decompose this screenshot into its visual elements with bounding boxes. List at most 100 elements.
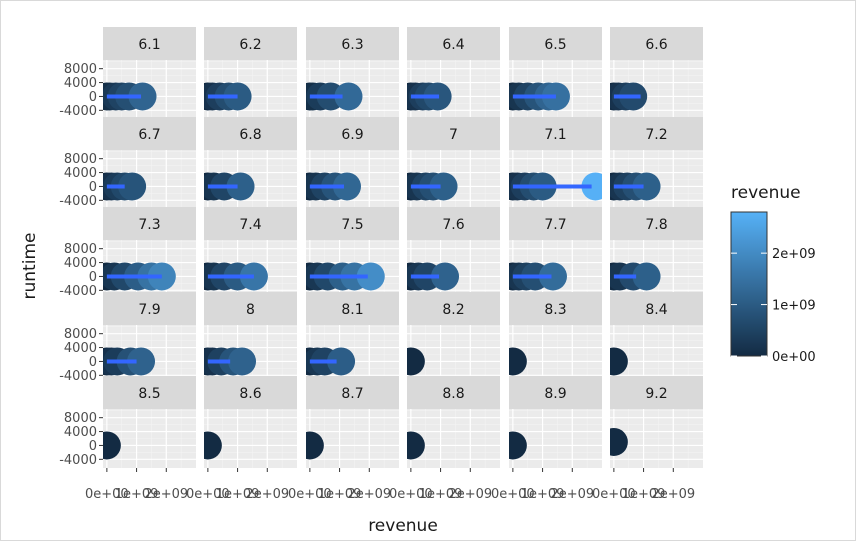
data-point bbox=[204, 431, 222, 460]
facet-strip bbox=[509, 27, 602, 60]
data-point bbox=[509, 347, 527, 376]
facet-strip bbox=[103, 27, 196, 60]
facet-strip-label: 7.7 bbox=[544, 217, 566, 233]
facet-strip-label: 8.6 bbox=[239, 386, 261, 402]
data-point bbox=[103, 431, 121, 460]
data-point bbox=[610, 427, 628, 456]
facet-strip-label: 7 bbox=[449, 127, 458, 143]
facet-strip-label: 8.3 bbox=[544, 302, 566, 318]
data-point bbox=[632, 172, 661, 201]
facet-plot-area bbox=[204, 150, 297, 209]
x-tick-label: 0e+00 bbox=[491, 487, 535, 502]
facet-plot-area bbox=[103, 409, 196, 468]
facet-plot-area bbox=[407, 240, 500, 299]
y-tick-label: 0 bbox=[89, 90, 97, 105]
facet-strip-label: 7.2 bbox=[645, 127, 667, 143]
facet-strip bbox=[103, 292, 196, 325]
facet-plot-area bbox=[204, 409, 297, 468]
facet-plot-area bbox=[610, 409, 703, 468]
data-point bbox=[407, 431, 425, 460]
facet-plot-area bbox=[306, 240, 399, 299]
facet-strip bbox=[306, 27, 399, 60]
facet-plot-area bbox=[509, 409, 602, 468]
facet-strip-label: 8.9 bbox=[544, 386, 566, 402]
facet-plot-area bbox=[103, 240, 196, 299]
data-point bbox=[127, 347, 156, 376]
facet-plot-area bbox=[407, 60, 500, 119]
facet-plot-area bbox=[509, 325, 602, 384]
facet-strip-label: 7.5 bbox=[341, 217, 363, 233]
facet-strip-label: 7.8 bbox=[645, 217, 667, 233]
facet-strip bbox=[103, 376, 196, 409]
y-tick-label: 8000 bbox=[64, 152, 97, 167]
facet-strip bbox=[306, 207, 399, 240]
y-tick-label: -4000 bbox=[59, 194, 97, 209]
y-tick-label: 4000 bbox=[64, 341, 97, 356]
data-point bbox=[581, 172, 602, 201]
x-tick-label: 2e+09 bbox=[651, 487, 695, 502]
facet-plot-area bbox=[103, 150, 196, 209]
facet-plot-area bbox=[407, 409, 500, 468]
data-point bbox=[431, 262, 460, 291]
x-tick-label: 1e+09 bbox=[318, 487, 362, 502]
facet-strip-label: 7.6 bbox=[442, 217, 464, 233]
facet-strip bbox=[103, 117, 196, 150]
y-tick-label: -4000 bbox=[59, 369, 97, 384]
data-point bbox=[128, 82, 157, 111]
facet-strip bbox=[610, 117, 703, 150]
facet-plot-area bbox=[306, 60, 399, 119]
facet-plot-area bbox=[103, 60, 196, 119]
legend-title: revenue bbox=[731, 183, 801, 203]
x-tick-label: 0e+00 bbox=[85, 487, 129, 502]
facet-strip bbox=[103, 207, 196, 240]
data-point bbox=[538, 262, 567, 291]
facet-plot-area bbox=[407, 325, 500, 384]
y-tick-label: 4000 bbox=[64, 166, 97, 181]
facet-strip bbox=[204, 27, 297, 60]
x-tick-label: 0e+00 bbox=[288, 487, 332, 502]
legend-tick-label: 1e+09 bbox=[772, 299, 816, 314]
facet-plot-area bbox=[204, 240, 297, 299]
facet-plot-area bbox=[103, 325, 196, 384]
facet-strip-label: 8.7 bbox=[341, 386, 363, 402]
facet-strip-label: 8.4 bbox=[645, 302, 667, 318]
data-point bbox=[429, 172, 458, 201]
facet-strip-label: 6.7 bbox=[138, 127, 160, 143]
facet-strip bbox=[204, 376, 297, 409]
facet-strip-label: 8.2 bbox=[442, 302, 464, 318]
facet-strip-label: 7.1 bbox=[544, 127, 566, 143]
x-tick-label: 0e+00 bbox=[186, 487, 230, 502]
data-point bbox=[327, 347, 356, 376]
facet-strip bbox=[204, 117, 297, 150]
facet-plot-area bbox=[306, 150, 399, 209]
legend-tick-label: 0e+00 bbox=[772, 350, 816, 365]
facet-strip-label: 6.5 bbox=[544, 37, 566, 53]
facet-strip bbox=[306, 292, 399, 325]
y-tick-label: 8000 bbox=[64, 62, 97, 77]
y-axis-title: runtime bbox=[20, 233, 40, 300]
facet-plot-area bbox=[509, 240, 602, 299]
facet-strip bbox=[407, 292, 500, 325]
facet-strip-label: 6.4 bbox=[442, 37, 464, 53]
x-tick-label: 0e+00 bbox=[389, 487, 433, 502]
x-tick-label: 2e+09 bbox=[448, 487, 492, 502]
facet-strip bbox=[407, 376, 500, 409]
facet-plot-area bbox=[610, 150, 703, 209]
data-point bbox=[118, 172, 147, 201]
data-point bbox=[632, 262, 661, 291]
x-tick-label: 0e+00 bbox=[592, 487, 636, 502]
x-tick-label: 2e+09 bbox=[144, 487, 188, 502]
facet-plot-area bbox=[610, 325, 703, 384]
facet-plot-area bbox=[204, 325, 297, 384]
facet-strip bbox=[610, 292, 703, 325]
facet-strip-label: 6.2 bbox=[239, 37, 261, 53]
y-tick-label: -4000 bbox=[59, 453, 97, 468]
data-point bbox=[228, 347, 257, 376]
facet-strip-label: 7.3 bbox=[138, 217, 160, 233]
facet-plot-area bbox=[407, 150, 500, 209]
data-point bbox=[356, 262, 385, 291]
x-tick-label: 1e+09 bbox=[216, 487, 260, 502]
y-tick-label: -4000 bbox=[59, 284, 97, 299]
facet-plot-area bbox=[306, 325, 399, 384]
